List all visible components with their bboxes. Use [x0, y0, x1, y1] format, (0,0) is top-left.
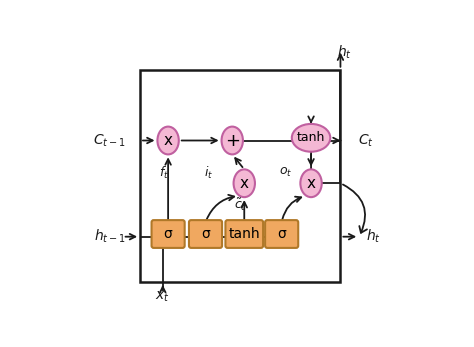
Ellipse shape	[292, 124, 330, 152]
FancyArrowPatch shape	[343, 185, 367, 233]
FancyBboxPatch shape	[189, 220, 222, 248]
Text: x: x	[307, 176, 316, 191]
Text: σ: σ	[201, 227, 210, 241]
Text: $f_t$: $f_t$	[159, 164, 169, 180]
Text: x: x	[164, 133, 173, 148]
Text: tanh: tanh	[297, 131, 325, 144]
Text: tanh: tanh	[228, 227, 260, 241]
Ellipse shape	[157, 127, 179, 154]
Text: x: x	[240, 176, 249, 191]
FancyBboxPatch shape	[152, 220, 185, 248]
Bar	[140, 70, 340, 282]
Ellipse shape	[301, 169, 322, 197]
Text: $h_t$: $h_t$	[337, 44, 352, 61]
Ellipse shape	[221, 127, 243, 154]
FancyBboxPatch shape	[226, 220, 263, 248]
Text: $o_t$: $o_t$	[279, 166, 292, 179]
Text: $C_{t-1}$: $C_{t-1}$	[93, 132, 125, 149]
Text: $C_t$: $C_t$	[358, 132, 374, 149]
FancyBboxPatch shape	[265, 220, 298, 248]
Text: +: +	[225, 132, 240, 150]
Text: $x_t$: $x_t$	[155, 290, 170, 304]
Ellipse shape	[234, 169, 255, 197]
Text: $h_{t-1}$: $h_{t-1}$	[93, 228, 125, 245]
Text: σ: σ	[277, 227, 286, 241]
Text: $\tilde{c}_t$: $\tilde{c}_t$	[234, 196, 246, 213]
Text: $h_t$: $h_t$	[366, 228, 381, 245]
Text: $i_t$: $i_t$	[204, 164, 213, 180]
Text: σ: σ	[164, 227, 173, 241]
